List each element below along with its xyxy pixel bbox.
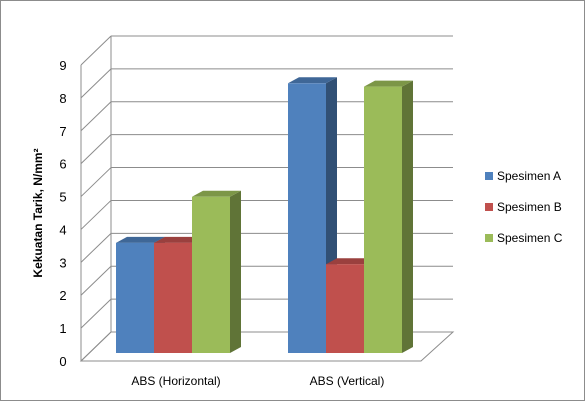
x-category-labels: ABS (Horizontal) ABS (Vertical) <box>131 374 384 388</box>
legend: Spesimen A Spesimen B Spesimen C <box>485 169 563 245</box>
y-tick-4: 4 <box>59 222 66 237</box>
legend-swatch-1 <box>485 203 493 211</box>
y-tick-1: 1 <box>59 321 66 336</box>
y-tick-3: 3 <box>59 255 66 270</box>
legend-label-0: Spesimen A <box>497 169 561 183</box>
gridline-side-3 <box>80 232 112 263</box>
y-tick-0: 0 <box>59 354 66 369</box>
gridline-side-9 <box>80 35 112 66</box>
y-tick-9: 9 <box>59 58 66 73</box>
gridline-side-4 <box>80 200 112 230</box>
y-tick-6: 6 <box>59 157 66 172</box>
gridline-side-8 <box>80 68 112 99</box>
x-category-0: ABS (Horizontal) <box>131 374 220 388</box>
y-axis-label: Kekuatan Tarik, N/mm² <box>31 148 45 277</box>
gridline-side-5 <box>80 167 112 197</box>
y-tick-2: 2 <box>59 288 66 303</box>
legend-swatch-0 <box>485 172 493 180</box>
legend-label-2: Spesimen C <box>497 231 563 245</box>
y-tick-8: 8 <box>59 91 66 106</box>
y-tick-5: 5 <box>59 190 66 205</box>
legend-swatch-2 <box>485 234 493 242</box>
legend-label-1: Spesimen B <box>497 200 562 214</box>
gridline-side-6 <box>80 134 112 165</box>
gridline-side-1 <box>80 298 112 329</box>
y-tick-7: 7 <box>59 124 66 139</box>
bars <box>116 77 413 354</box>
gridline-side-2 <box>80 265 112 296</box>
bar-spesimen-c-0 <box>192 190 241 353</box>
x-category-1: ABS (Vertical) <box>310 374 385 388</box>
gridline-side-7 <box>80 101 112 132</box>
y-tick-labels: 0 1 2 3 4 5 6 7 8 9 <box>59 58 66 369</box>
bar-spesimen-c-1 <box>364 80 413 353</box>
gridline-side-0 <box>80 331 112 362</box>
